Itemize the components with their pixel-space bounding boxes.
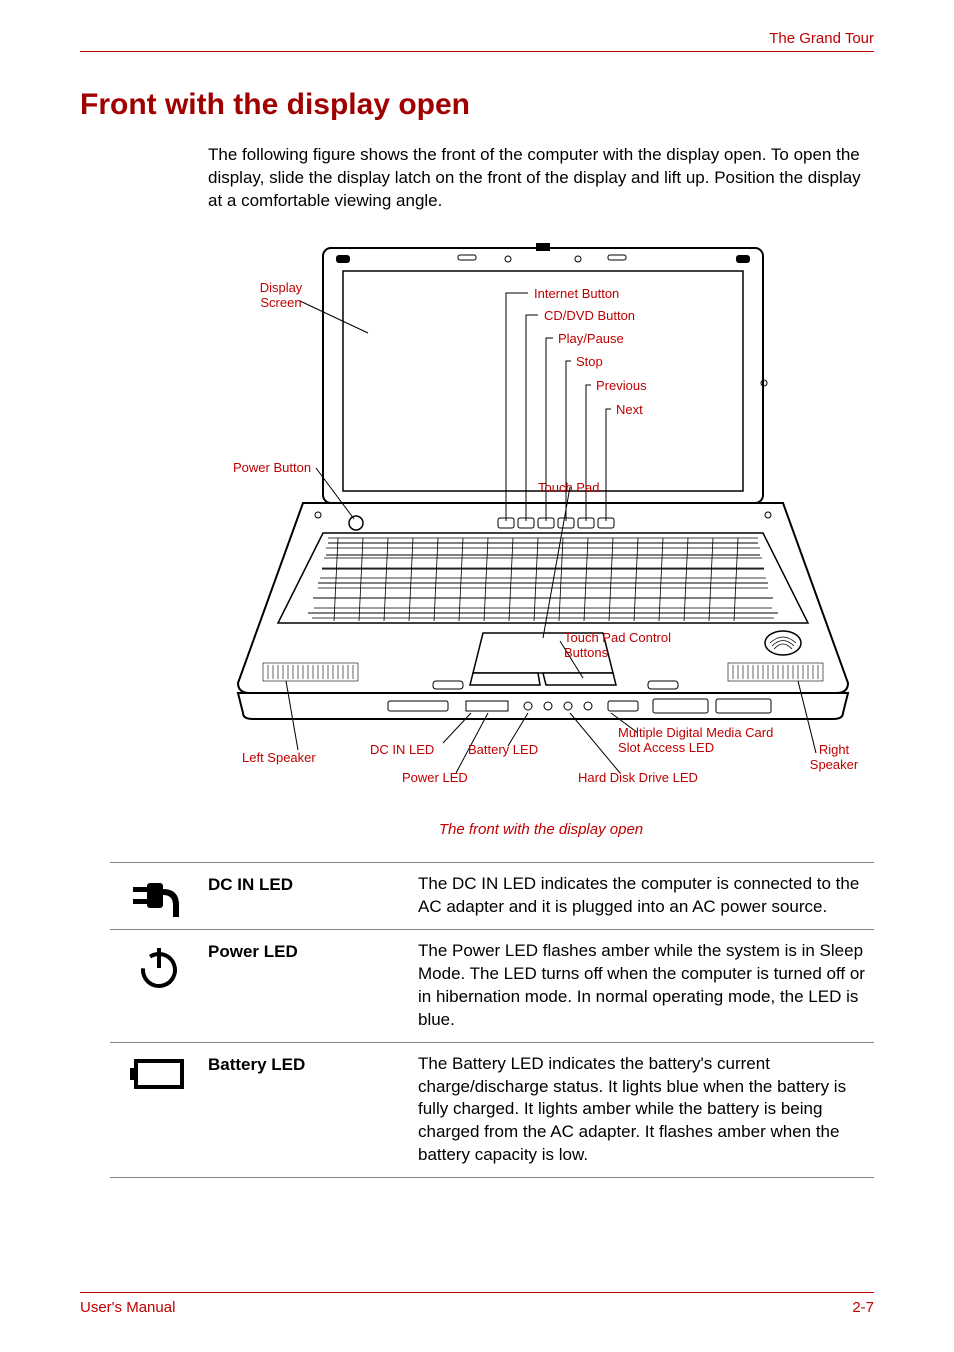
desc: The Power LED flashes amber while the sy… [418,940,874,1032]
section-intro: The following figure shows the front of … [208,144,874,213]
plug-icon [110,873,208,919]
table-row: Power LED The Power LED flashes amber wh… [110,929,874,1042]
label-right-speaker: Right Speaker [804,743,864,773]
label-touch-pad-buttons: Touch Pad Control Buttons [564,631,694,661]
label-internet-button: Internet Button [534,287,619,302]
battery-icon [110,1053,208,1091]
figure-caption: The front with the display open [208,821,874,838]
label-power-led: Power LED [402,771,468,786]
term: Power LED [208,940,418,962]
label-media-card-led: Multiple Digital Media Card Slot Access … [618,726,788,756]
label-battery-led: Battery LED [468,743,538,758]
desc: The Battery LED indicates the battery's … [418,1053,874,1168]
label-stop: Stop [576,355,603,370]
page-footer: User's Manual 2-7 [80,1292,874,1316]
footer-right: 2-7 [852,1299,874,1316]
label-next: Next [616,403,643,418]
table-row: Battery LED The Battery LED indicates th… [110,1042,874,1179]
term: Battery LED [208,1053,418,1075]
power-icon [110,940,208,992]
laptop-figure: Display Screen Internet Button CD/DVD Bu… [208,243,858,813]
footer-left: User's Manual [80,1299,175,1316]
table-row: DC IN LED The DC IN LED indicates the co… [110,862,874,929]
desc: The DC IN LED indicates the computer is … [418,873,874,919]
label-dc-in-led: DC IN LED [370,743,434,758]
led-table: DC IN LED The DC IN LED indicates the co… [110,862,874,1178]
label-display-screen: Display Screen [256,281,306,311]
label-touch-pad: Touch Pad [538,481,599,496]
label-previous: Previous [596,379,647,394]
label-hdd-led: Hard Disk Drive LED [578,771,698,786]
term: DC IN LED [208,873,418,895]
label-play-pause: Play/Pause [558,332,624,347]
header-breadcrumb: The Grand Tour [80,30,874,52]
label-left-speaker: Left Speaker [242,751,316,766]
label-cd-dvd-button: CD/DVD Button [544,309,635,324]
label-power-button: Power Button [233,461,311,476]
section-title: Front with the display open [80,88,874,122]
